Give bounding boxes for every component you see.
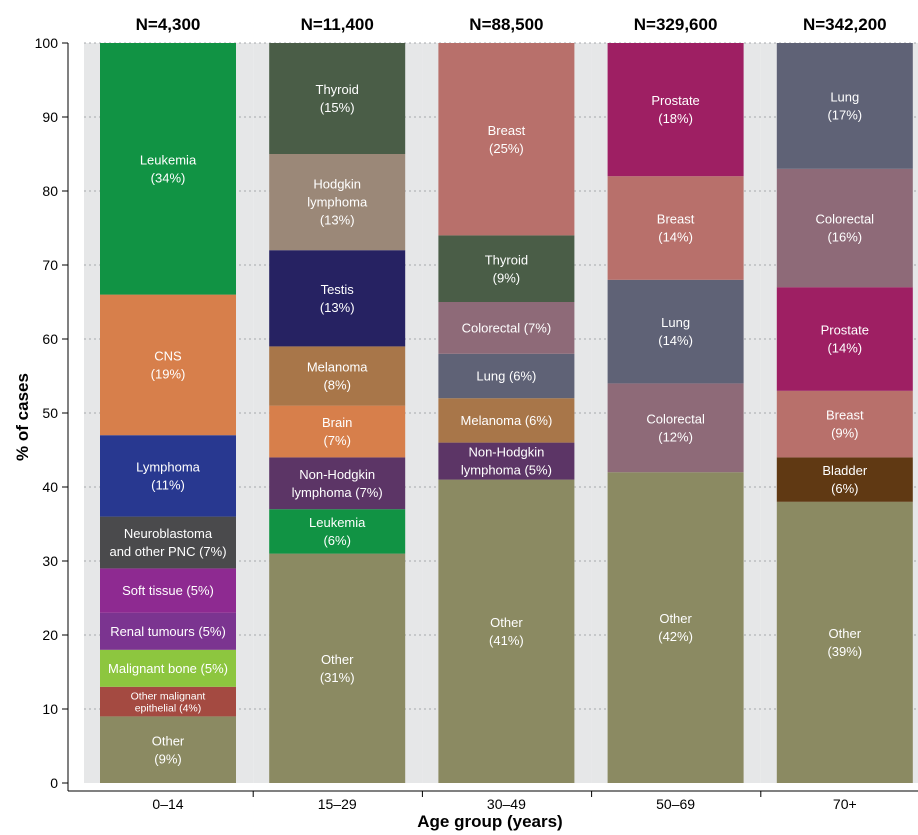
segment-label: Non-Hodgkin lymphoma (7%): [292, 467, 383, 500]
y-tick-label: 80: [42, 183, 58, 199]
column-total-label: N=329,600: [634, 15, 718, 34]
axes: 0 10 20 30 40 50 60 70 80 90 100 0–14 15–29 30–49 50–6…: [35, 35, 918, 812]
bar-segment: [269, 43, 406, 154]
segment-label: Melanoma (6%): [461, 413, 553, 428]
segment-label: Hodgkin lymphoma (13%): [307, 177, 368, 228]
segment-label: Breast (25%): [488, 123, 526, 156]
y-axis-label: % of cases: [13, 373, 32, 461]
bar-segment: [100, 716, 236, 783]
segment-label: Prostate (14%): [821, 323, 869, 356]
segment-label: Colorectal (7%): [462, 320, 552, 335]
segment-label: Testis (13%): [320, 282, 355, 315]
y-tick-label: 0: [50, 775, 58, 791]
bar-segment: [438, 442, 575, 480]
bar-segment: [269, 250, 406, 347]
bar-segment: [100, 612, 236, 650]
segment-label: Leukemia (6%): [309, 515, 366, 548]
segment-label: Lung (6%): [476, 369, 536, 384]
segment-label: Other (42%): [658, 611, 693, 644]
bar-segment: [607, 472, 744, 783]
bar-segment: [269, 405, 406, 458]
bar-segment: [100, 649, 236, 687]
column-total-label: N=11,400: [301, 15, 374, 34]
segment-label: Prostate (18%): [651, 93, 699, 126]
x-tick-label: 0–14: [152, 796, 183, 812]
bar-segment: [438, 43, 575, 236]
bar-segment: [438, 398, 575, 443]
segment-label: Soft tissue (5%): [122, 583, 214, 598]
segment-label: Lung (17%): [827, 89, 862, 122]
segment-label: Malignant bone (5%): [108, 661, 228, 676]
segment-label: Renal tumours (5%): [110, 624, 226, 639]
x-tick-label: 30–49: [487, 796, 526, 812]
segment-labels: Other (9%) Other malignant epithelial (4%) M…: [108, 82, 874, 766]
bar-segment: [776, 390, 913, 458]
segment-label: Breast (14%): [657, 212, 695, 245]
bar-segment: [100, 516, 236, 569]
segment-label: Colorectal (16%): [816, 212, 875, 245]
bar-segment: [100, 568, 236, 613]
y-tick-label: 30: [42, 553, 58, 569]
bar-segment: [607, 383, 744, 473]
segment-label: Other (41%): [489, 615, 524, 648]
segment-label: Bladder (6%): [822, 463, 867, 496]
column-total-label: N=88,500: [469, 15, 543, 34]
bar-segment: [100, 294, 236, 436]
y-tick-label: 40: [42, 479, 58, 495]
segment-label: Other malignant epithelial (4%): [131, 690, 206, 714]
bar-segment: [438, 235, 575, 302]
segment-label: Thyroid (15%): [316, 82, 359, 115]
column-totals: N=4,300 N=11,400 N=88,500 N=329,600 N=342,20…: [136, 15, 887, 34]
segment-label: Neuroblastoma and other PNC (7%): [109, 526, 226, 559]
segment-label: CNS (19%): [151, 348, 186, 381]
bar-segment: [100, 435, 236, 517]
segment-label: Other (9%): [152, 733, 185, 766]
bar-segment: [269, 346, 406, 406]
bar-segment: [438, 302, 575, 354]
x-tick-label: 70+: [833, 796, 857, 812]
x-tick-label: 15–29: [318, 796, 357, 812]
segment-label: Brain (7%): [322, 415, 352, 448]
bars: [100, 43, 913, 783]
segment-label: Leukemia (34%): [140, 152, 197, 185]
segment-label: Colorectal (12%): [646, 411, 705, 444]
segment-label: Non-Hodgkin lymphoma (5%): [461, 445, 552, 478]
bar-segment: [776, 168, 913, 288]
segment-label: Lung (14%): [658, 315, 693, 348]
y-tick-label: 60: [42, 331, 58, 347]
bar-segment: [269, 509, 406, 554]
segment-label: Thyroid (9%): [485, 252, 528, 285]
segment-label: Lymphoma (11%): [136, 459, 201, 492]
bar-segment: [100, 43, 236, 295]
segment-label: Other (31%): [320, 652, 355, 685]
x-tick-label: 50–69: [656, 796, 695, 812]
y-tick-label: 10: [42, 701, 58, 717]
bar-segment: [776, 43, 913, 169]
y-tick-label: 20: [42, 627, 58, 643]
segment-label: Other (39%): [827, 626, 862, 659]
y-tick-label: 90: [42, 109, 58, 125]
bar-segment: [607, 279, 744, 384]
bar-segment: [776, 287, 913, 391]
column-total-label: N=342,200: [803, 15, 887, 34]
bar-segment: [438, 479, 575, 783]
bar-segment: [438, 353, 575, 399]
y-tick-label: 70: [42, 257, 58, 273]
bar-segment: [607, 43, 744, 177]
bar-segment: [269, 457, 406, 510]
bar-segment: [776, 501, 913, 783]
y-tick-label: 100: [35, 35, 59, 51]
bar-segment: [100, 686, 236, 717]
column-total-label: N=4,300: [136, 15, 201, 34]
bar-segment: [269, 154, 406, 251]
y-tick-label: 50: [42, 405, 58, 421]
bar-segment: [776, 457, 913, 502]
bar-segment: [269, 553, 406, 783]
segment-label: Melanoma (8%): [307, 360, 368, 393]
x-axis-label: Age group (years): [417, 812, 562, 831]
bar-segment: [607, 176, 744, 280]
segment-label: Breast (9%): [826, 408, 864, 441]
